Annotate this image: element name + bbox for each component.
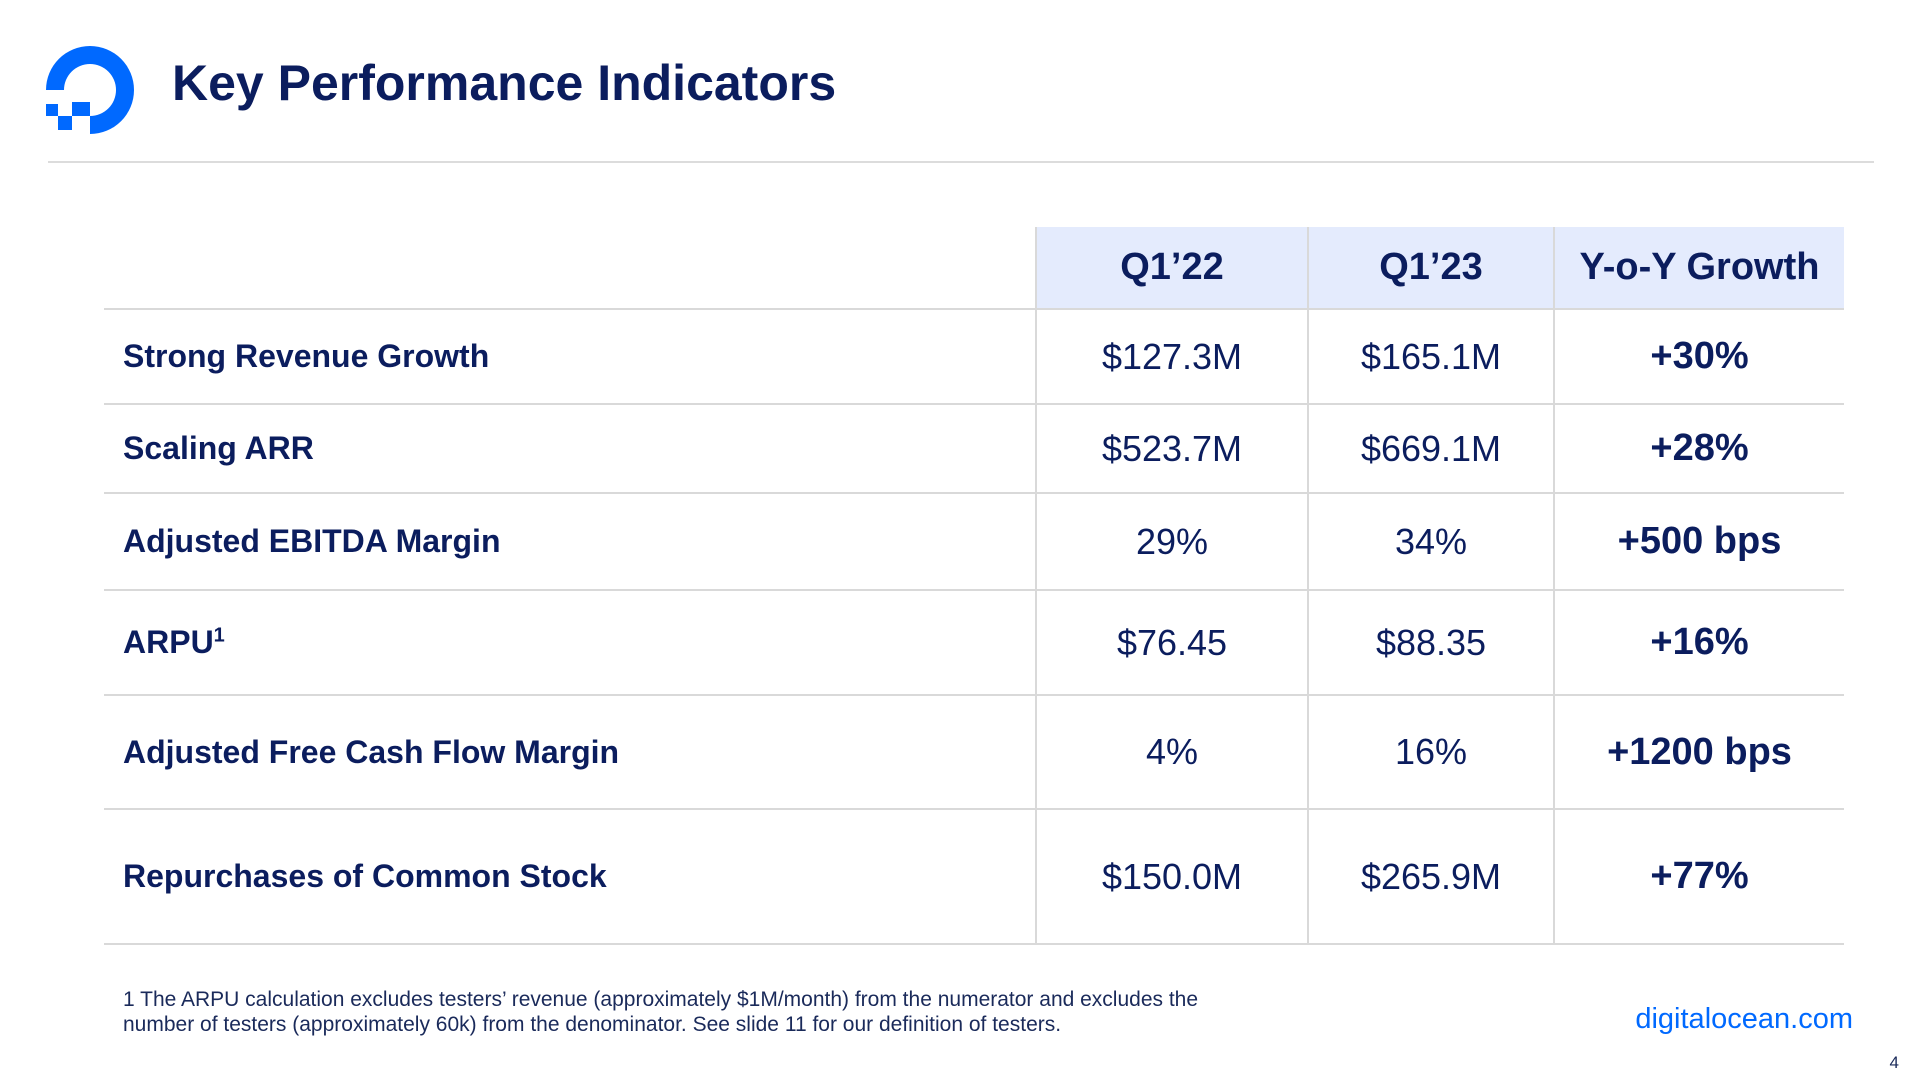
column-header-q1-22: Q1’22 [1035, 227, 1308, 310]
q1-23-value: $88.35 [1307, 590, 1554, 696]
footnote: 1 The ARPU calculation excludes testers’… [123, 987, 1383, 1037]
table-row: Adjusted Free Cash Flow Margin 4% 16% +1… [104, 695, 1844, 810]
q1-22-value: $523.7M [1035, 404, 1308, 494]
table-row: Strong Revenue Growth $127.3M $165.1M +3… [104, 309, 1844, 405]
yoy-growth-value: +30% [1553, 309, 1844, 405]
header-blank-cell [104, 227, 1036, 310]
row-label: Repurchases of Common Stock [104, 809, 1036, 945]
yoy-growth-value: +16% [1553, 590, 1844, 696]
q1-22-value: $127.3M [1035, 309, 1308, 405]
column-header-yoy-growth: Y-o-Y Growth [1553, 227, 1844, 310]
table-row: Scaling ARR $523.7M $669.1M +28% [104, 404, 1844, 494]
row-label: Adjusted Free Cash Flow Margin [104, 695, 1036, 810]
title-divider [48, 161, 1874, 163]
row-label: Strong Revenue Growth [104, 309, 1036, 405]
footnote-line: 1 The ARPU calculation excludes testers’… [123, 988, 1199, 1011]
yoy-growth-value: +77% [1553, 809, 1844, 945]
q1-23-value: 16% [1307, 695, 1554, 810]
q1-23-value: $265.9M [1307, 809, 1554, 945]
table-row: Repurchases of Common Stock $150.0M $265… [104, 809, 1844, 945]
q1-22-value: 4% [1035, 695, 1308, 810]
q1-23-value: 34% [1307, 493, 1554, 591]
q1-23-value: $669.1M [1307, 404, 1554, 494]
q1-22-value: 29% [1035, 493, 1308, 591]
table-row: ARPU1 $76.45 $88.35 +16% [104, 590, 1844, 696]
column-header-q1-23: Q1’23 [1307, 227, 1554, 310]
kpi-table: Q1’22 Q1’23 Y-o-Y Growth Strong Revenue … [104, 227, 1844, 945]
yoy-growth-value: +500 bps [1553, 493, 1844, 591]
q1-23-value: $165.1M [1307, 309, 1554, 405]
yoy-growth-value: +1200 bps [1553, 695, 1844, 810]
table-row: Adjusted EBITDA Margin 29% 34% +500 bps [104, 493, 1844, 591]
yoy-growth-value: +28% [1553, 404, 1844, 494]
q1-22-value: $76.45 [1035, 590, 1308, 696]
row-label: ARPU1 [104, 590, 1036, 696]
digitalocean-logo-icon [46, 46, 134, 134]
q1-22-value: $150.0M [1035, 809, 1308, 945]
website-link[interactable]: digitalocean.com [1635, 1003, 1853, 1035]
table-header-row: Q1’22 Q1’23 Y-o-Y Growth [104, 227, 1844, 310]
footnote-marker: 1 [213, 624, 225, 647]
row-label: Scaling ARR [104, 404, 1036, 494]
page-title: Key Performance Indicators [172, 55, 837, 111]
page-number: 4 [1889, 1053, 1899, 1072]
row-label: Adjusted EBITDA Margin [104, 493, 1036, 591]
footnote-line: number of testers (approximately 60k) fr… [123, 1013, 1062, 1036]
